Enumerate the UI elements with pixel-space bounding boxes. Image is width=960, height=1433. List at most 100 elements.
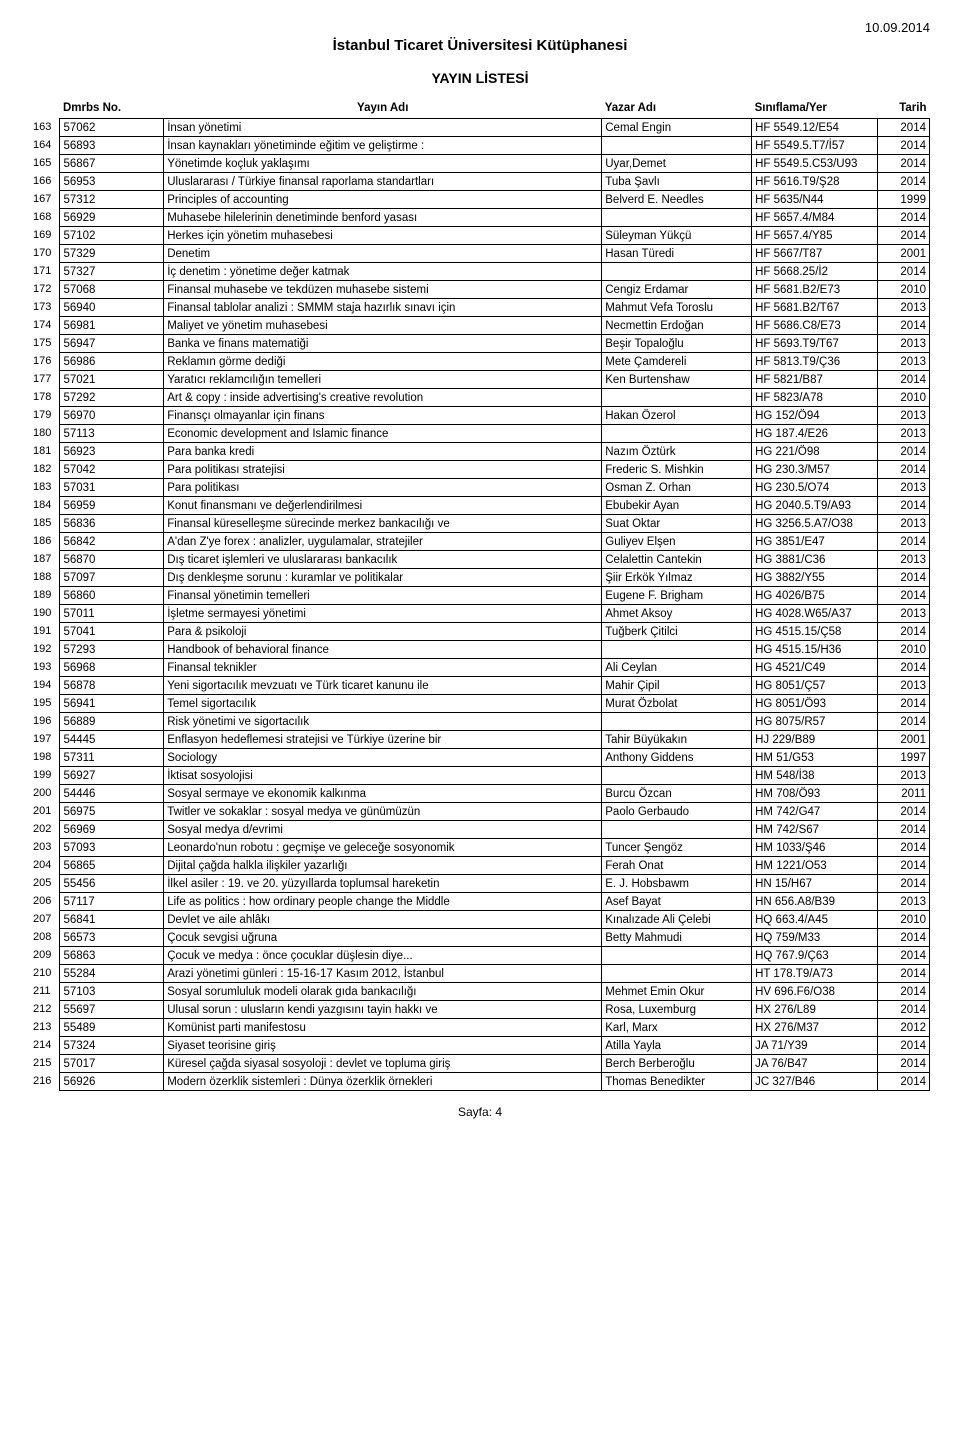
- row-title: Finansal yönetimin temelleri: [164, 587, 602, 605]
- row-title: Para politikası stratejisi: [164, 461, 602, 479]
- row-year: 2014: [878, 533, 930, 551]
- row-index: 185: [30, 515, 60, 533]
- row-index: 177: [30, 371, 60, 389]
- row-year: 2013: [878, 605, 930, 623]
- row-classif: HF 5657.4/Y85: [752, 227, 878, 245]
- table-row: 21656926Modern özerklik sistemleri : Dün…: [30, 1073, 930, 1091]
- row-title: İşletme sermayesi yönetimi: [164, 605, 602, 623]
- row-author: Tuğberk Çitilci: [602, 623, 752, 641]
- row-title: İlkel asiler : 19. ve 20. yüzyıllarda to…: [164, 875, 602, 893]
- table-row: 18456959Konut finansmanı ve değerlendiri…: [30, 497, 930, 515]
- row-author: Osman Z. Orhan: [602, 479, 752, 497]
- publication-table: Dmrbs No. Yayın Adı Yazar Adı Sınıflama/…: [30, 98, 930, 1091]
- row-title: Temel sigortacılık: [164, 695, 602, 713]
- row-author: [602, 137, 752, 155]
- row-year: 2013: [878, 479, 930, 497]
- row-index: 168: [30, 209, 60, 227]
- row-author: Tahir Büyükakın: [602, 731, 752, 749]
- row-year: 2014: [878, 1073, 930, 1091]
- row-index: 203: [30, 839, 60, 857]
- row-title: Banka ve finans matematiği: [164, 335, 602, 353]
- row-author: Beşir Topaloğlu: [602, 335, 752, 353]
- row-year: 2012: [878, 1019, 930, 1037]
- page-footer: Sayfa: 4: [30, 1105, 930, 1119]
- row-index: 184: [30, 497, 60, 515]
- row-index: 204: [30, 857, 60, 875]
- row-code: 56889: [60, 713, 164, 731]
- row-code: 57042: [60, 461, 164, 479]
- table-row: 20256969Sosyal medya d/evrimiHM 742/S672…: [30, 821, 930, 839]
- row-year: 2014: [878, 875, 930, 893]
- row-code: 57293: [60, 641, 164, 659]
- row-author: [602, 965, 752, 983]
- table-row: 19456878Yeni sigortacılık mevzuatı ve Tü…: [30, 677, 930, 695]
- row-classif: HX 276/L89: [752, 1001, 878, 1019]
- row-author: [602, 767, 752, 785]
- row-year: 2014: [878, 1055, 930, 1073]
- row-title: Twitler ve sokaklar : sosyal medya ve gü…: [164, 803, 602, 821]
- row-code: 57093: [60, 839, 164, 857]
- row-author: Frederic S. Mishkin: [602, 461, 752, 479]
- row-classif: HQ 759/M33: [752, 929, 878, 947]
- table-row: 16357062İnsan yönetimiCemal EnginHF 5549…: [30, 119, 930, 137]
- row-code: 56959: [60, 497, 164, 515]
- row-author: [602, 947, 752, 965]
- row-code: 56981: [60, 317, 164, 335]
- row-code: 57311: [60, 749, 164, 767]
- row-author: Paolo Gerbaudo: [602, 803, 752, 821]
- row-title: Konut finansmanı ve değerlendirilmesi: [164, 497, 602, 515]
- row-title: Komünist parti manifestosu: [164, 1019, 602, 1037]
- row-author: Asef Bayat: [602, 893, 752, 911]
- row-title: Küresel çağda siyasal sosyoloji : devlet…: [164, 1055, 602, 1073]
- row-year: 2013: [878, 893, 930, 911]
- row-title: Sosyal medya d/evrimi: [164, 821, 602, 839]
- row-index: 212: [30, 1001, 60, 1019]
- row-title: Modern özerklik sistemleri : Dünya özerk…: [164, 1073, 602, 1091]
- row-index: 179: [30, 407, 60, 425]
- table-row: 18156923Para banka krediNazım ÖztürkHG 2…: [30, 443, 930, 461]
- row-classif: HM 708/Ö93: [752, 785, 878, 803]
- row-year: 2014: [878, 965, 930, 983]
- table-row: 20054446Sosyal sermaye ve ekonomik kalkı…: [30, 785, 930, 803]
- row-index: 182: [30, 461, 60, 479]
- row-author: [602, 209, 752, 227]
- row-author: Süleyman Yükçü: [602, 227, 752, 245]
- table-row: 16957102Herkes için yönetim muhasebesiSü…: [30, 227, 930, 245]
- row-author: Mehmet Emin Okur: [602, 983, 752, 1001]
- table-row: 18257042Para politikası stratejisiFreder…: [30, 461, 930, 479]
- row-author: Celalettin Cantekin: [602, 551, 752, 569]
- row-year: 2011: [878, 785, 930, 803]
- row-code: 57021: [60, 371, 164, 389]
- row-code: 55456: [60, 875, 164, 893]
- row-classif: HG 230.5/O74: [752, 479, 878, 497]
- row-author: Ferah Onat: [602, 857, 752, 875]
- table-row: 18057113Economic development and Islamic…: [30, 425, 930, 443]
- row-year: 2014: [878, 209, 930, 227]
- row-title: Sociology: [164, 749, 602, 767]
- table-row: 20756841Devlet ve aile ahlâkıKınalızade …: [30, 911, 930, 929]
- row-author: Burcu Özcan: [602, 785, 752, 803]
- table-row: 19057011İşletme sermayesi yönetimiAhmet …: [30, 605, 930, 623]
- table-row: 21457324Siyaset teorisine girişAtilla Ya…: [30, 1037, 930, 1055]
- row-title: İktisat sosyolojisi: [164, 767, 602, 785]
- table-row: 17757021Yaratıcı reklamcılığın temelleri…: [30, 371, 930, 389]
- row-author: Ken Burtenshaw: [602, 371, 752, 389]
- table-row: 19257293Handbook of behavioral financeHG…: [30, 641, 930, 659]
- row-code: 57117: [60, 893, 164, 911]
- row-index: 187: [30, 551, 60, 569]
- row-code: 56927: [60, 767, 164, 785]
- table-row: 18357031Para politikasıOsman Z. OrhanHG …: [30, 479, 930, 497]
- row-author: Ahmet Aksoy: [602, 605, 752, 623]
- row-author: Tuncer Şengöz: [602, 839, 752, 857]
- table-row: 20657117Life as politics : how ordinary …: [30, 893, 930, 911]
- row-classif: HG 230.3/M57: [752, 461, 878, 479]
- row-index: 170: [30, 245, 60, 263]
- row-index: 196: [30, 713, 60, 731]
- row-year: 2014: [878, 443, 930, 461]
- row-author: Kınalızade Ali Çelebi: [602, 911, 752, 929]
- row-classif: HG 8051/Ö93: [752, 695, 878, 713]
- row-title: Sosyal sermaye ve ekonomik kalkınma: [164, 785, 602, 803]
- row-code: 57327: [60, 263, 164, 281]
- row-code: 56842: [60, 533, 164, 551]
- row-index: 198: [30, 749, 60, 767]
